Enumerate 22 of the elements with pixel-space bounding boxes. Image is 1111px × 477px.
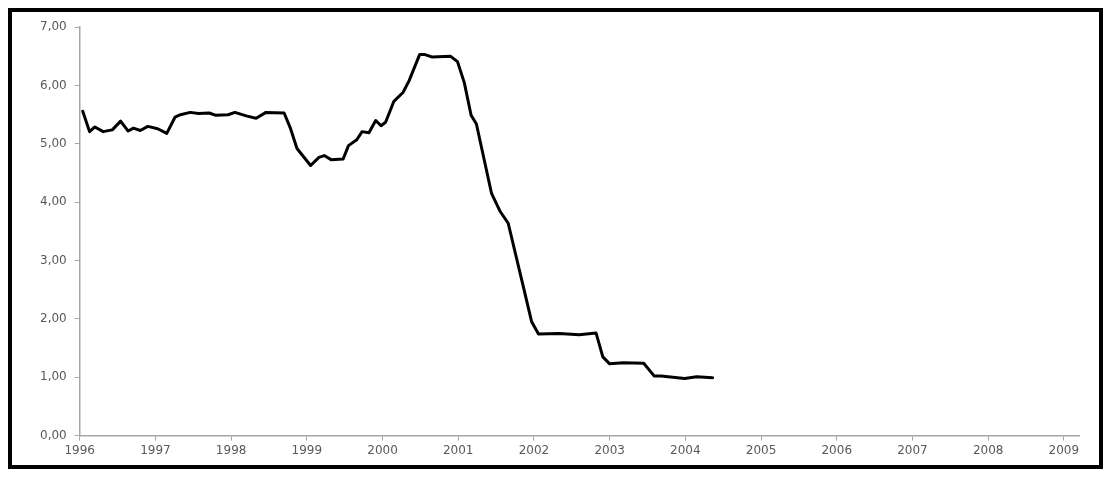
y-tick-label: 0,00 — [40, 427, 67, 442]
x-tick-label: 1998 — [215, 442, 247, 457]
x-tick-label: 2000 — [367, 442, 398, 457]
x-tick-label: 1996 — [64, 442, 95, 457]
x-tick-label: 2003 — [594, 442, 625, 457]
y-tick-label: 6,00 — [40, 77, 67, 92]
x-tick-label: 1999 — [291, 442, 323, 457]
x-tick-label: 2008 — [972, 442, 1004, 457]
y-tick-label: 3,00 — [40, 252, 67, 267]
x-tick-label: 2001 — [442, 442, 474, 457]
x-tick-label: 2004 — [670, 442, 701, 457]
x-tick-label: 2002 — [518, 442, 550, 457]
x-tick-label: 1997 — [140, 442, 171, 457]
y-tick-label: 5,00 — [40, 136, 67, 151]
y-tick-label: 4,00 — [40, 194, 67, 209]
y-tick-label: 7,00 — [40, 19, 67, 34]
y-tick-label: 2,00 — [40, 311, 67, 326]
x-tick-label: 2005 — [745, 442, 777, 457]
x-tick-label: 2007 — [897, 442, 928, 457]
y-tick-label: 1,00 — [40, 369, 67, 384]
x-tick-label: 2009 — [1048, 442, 1080, 457]
x-tick-label: 2006 — [821, 442, 853, 457]
